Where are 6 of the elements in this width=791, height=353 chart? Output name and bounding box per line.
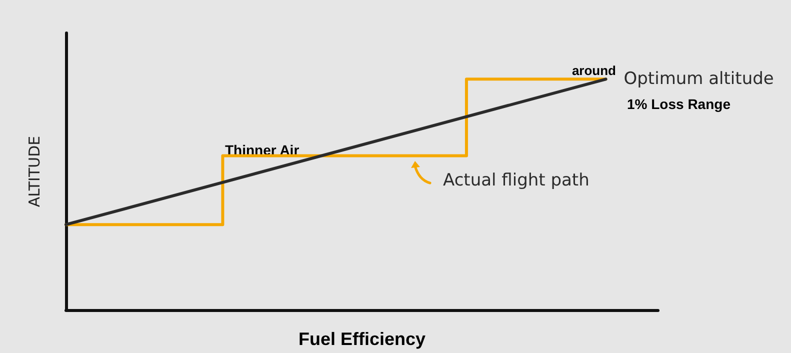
x-axis-title: Fuel Efficiency — [298, 329, 426, 349]
series-label: Optimum altitude — [624, 69, 774, 90]
y-axis-title: ALTITUDE — [26, 136, 44, 208]
annotation: Actual flight path — [443, 170, 590, 190]
text: around — [572, 63, 616, 78]
annotation: 1% Loss Range — [627, 96, 731, 112]
